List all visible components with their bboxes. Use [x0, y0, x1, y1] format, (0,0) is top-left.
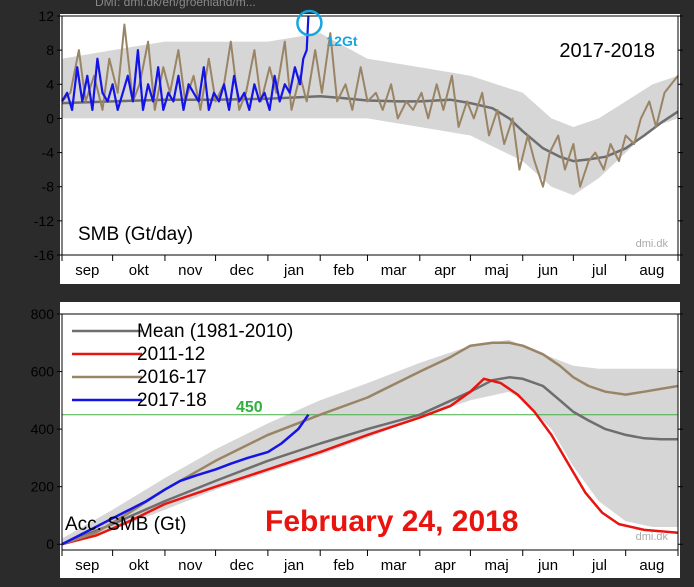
- month-label: mar: [381, 557, 407, 574]
- range-band: [62, 339, 678, 545]
- peak-annotation-label: 12Gt: [326, 33, 357, 49]
- month-label: sep: [75, 262, 99, 279]
- y-tick-label: 8: [46, 42, 54, 58]
- month-label: dec: [230, 557, 255, 574]
- month-label: nov: [178, 262, 203, 279]
- y-tick-label: 0: [46, 110, 54, 126]
- peak-highlight-circle: [296, 9, 323, 37]
- y-tick-label: -12: [34, 213, 54, 229]
- month-label: dec: [230, 262, 255, 279]
- month-label: jan: [283, 557, 304, 574]
- y-tick-label: -8: [42, 179, 55, 195]
- month-label: sep: [75, 557, 99, 574]
- month-label: jan: [283, 262, 304, 279]
- plot-frame: [61, 313, 679, 551]
- month-label: jun: [537, 262, 558, 279]
- series-line-2017-18: [61, 413, 310, 546]
- month-label: aug: [639, 557, 664, 574]
- month-label: mar: [381, 262, 407, 279]
- legend-entry: 2011-12: [137, 344, 205, 365]
- y-tick-label: -16: [34, 247, 54, 263]
- series-line-2017-18: [61, 15, 310, 112]
- panel-daily-smb: 12 8 4 0 -4 -8 -12 -16 sep okt nov dec jan feb mar apr m…: [34, 8, 683, 279]
- month-label: aug: [639, 262, 664, 279]
- y-tick-label: -4: [42, 145, 55, 161]
- month-label: maj: [484, 557, 508, 574]
- month-label: feb: [333, 262, 354, 279]
- month-label: maj: [484, 262, 508, 279]
- legend-entry: Mean (1981-2010): [137, 321, 293, 342]
- series-line-2016-17: [61, 23, 679, 188]
- legend-entry: 2016-17: [137, 367, 207, 388]
- bottom-y-axis-label: Acc. SMB (Gt): [65, 514, 186, 535]
- month-label: apr: [434, 262, 456, 279]
- y-tick-label: 200: [31, 479, 55, 495]
- y-tick-label: 0: [46, 536, 54, 552]
- y-tick-label: 12: [38, 8, 54, 24]
- panel-accumulated-smb: 800 600 400 200 0 sep okt nov dec jan feb mar apr maj…: [31, 306, 683, 574]
- series-line-2011-12: [61, 377, 679, 546]
- month-label: nov: [178, 557, 203, 574]
- plot-frame: [61, 15, 679, 256]
- top-y-axis-label: SMB (Gt/day): [78, 224, 193, 245]
- month-label: jul: [591, 557, 607, 574]
- month-label: jul: [591, 262, 607, 279]
- legend-entry: 2017-18: [137, 390, 207, 411]
- y-tick-label: 600: [31, 364, 55, 380]
- month-label: okt: [129, 557, 150, 574]
- source-url: DMI: dmi.dk/en/groenland/m...: [95, 0, 256, 9]
- month-label: okt: [129, 262, 150, 279]
- watermark: dmi.dk: [636, 238, 669, 250]
- month-label: feb: [333, 557, 354, 574]
- series-line-2016-17: [61, 341, 679, 546]
- top-chart-title: 2017-2018: [559, 40, 655, 62]
- watermark-bottom: dmi.dk: [636, 531, 669, 543]
- y-tick-label: 4: [46, 76, 54, 92]
- month-label: jun: [537, 557, 558, 574]
- reference-line-label: 450: [236, 399, 263, 416]
- date-title: February 24, 2018: [265, 505, 519, 538]
- month-label: apr: [434, 557, 456, 574]
- y-tick-label: 800: [31, 306, 55, 322]
- series-line-mean-1981-2010-: [61, 376, 678, 546]
- y-tick-label: 400: [31, 421, 55, 437]
